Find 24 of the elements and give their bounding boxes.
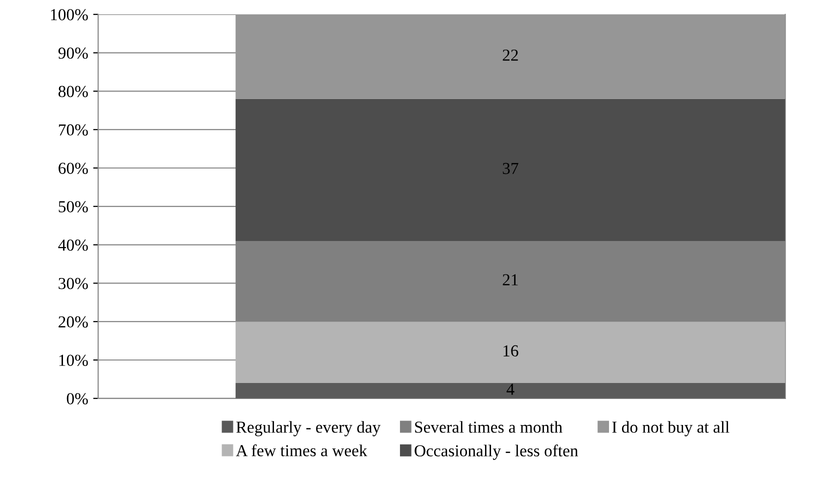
legend-label: Occasionally - less often xyxy=(414,444,578,460)
data-label: 22 xyxy=(502,50,518,61)
y-tick-label: 50% xyxy=(58,201,88,212)
y-tick-label: 90% xyxy=(58,48,88,59)
data-label: 37 xyxy=(502,162,518,174)
y-tick-label: 100% xyxy=(51,9,88,20)
data-label: 16 xyxy=(504,345,518,356)
bar xyxy=(236,322,786,384)
y-tick-label: 20% xyxy=(58,316,88,328)
y-tick-label: 30% xyxy=(58,278,88,290)
y-tick-label: 80% xyxy=(58,86,88,98)
y-tick-label: 0% xyxy=(66,393,88,404)
legend-label: A few times a week xyxy=(236,444,368,456)
legend-label: I do not buy at all xyxy=(612,421,730,436)
y-tick-label: 40% xyxy=(58,240,88,251)
legend-label: Regularly - every day xyxy=(236,421,381,436)
data-label: 4 xyxy=(506,384,514,395)
y-tick-label: 10% xyxy=(59,354,88,366)
y-tick-label: 70% xyxy=(58,124,88,136)
data-label: 21 xyxy=(502,274,518,286)
y-tick-label: 60% xyxy=(58,162,88,174)
bar xyxy=(236,14,786,99)
bar xyxy=(236,383,786,398)
legend-label: Several times a month xyxy=(415,421,562,433)
